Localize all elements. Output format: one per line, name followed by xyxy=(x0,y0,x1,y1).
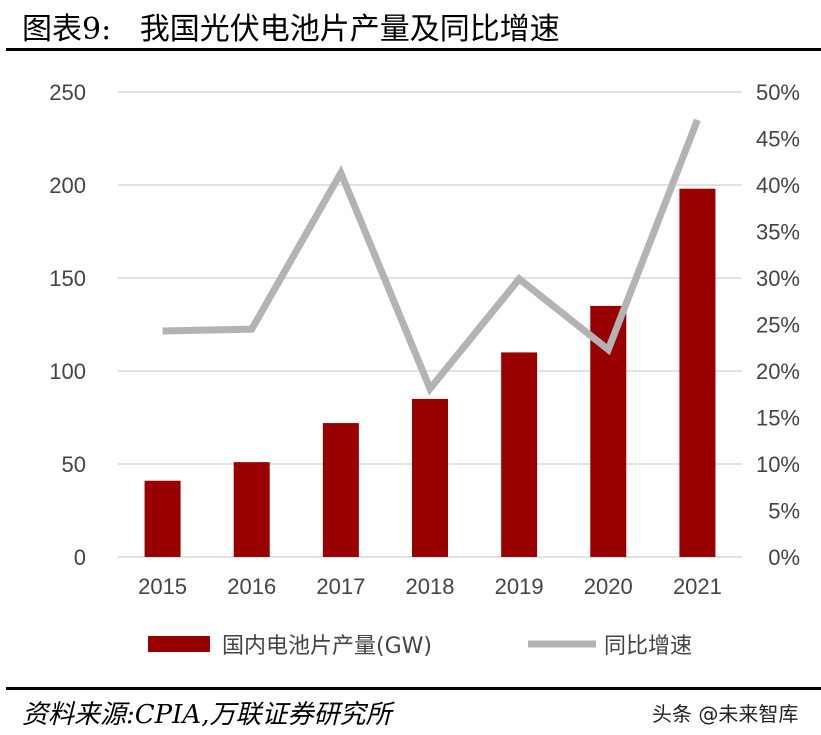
legend-swatch-bar xyxy=(148,636,210,652)
x-tick-label: 2020 xyxy=(584,574,633,599)
right-tick-label: 25% xyxy=(756,313,800,338)
right-tick-label: 15% xyxy=(756,406,800,431)
x-tick-label: 2015 xyxy=(138,574,187,599)
x-tick-label: 2019 xyxy=(495,574,544,599)
left-tick-label: 200 xyxy=(49,173,86,198)
source-note: 资料来源:CPIA,万联证券研究所 xyxy=(22,700,392,730)
x-tick-label: 2021 xyxy=(673,574,722,599)
right-tick-label: 45% xyxy=(756,127,800,152)
right-tick-label: 40% xyxy=(756,173,800,198)
chart: 0 50 100 150 200 250 0% 5% 10% 15% 20% 25% 30% 35% 40%… xyxy=(49,80,800,659)
legend-label-line: 同比增速 xyxy=(604,634,692,659)
x-tick-label: 2018 xyxy=(406,574,455,599)
divider xyxy=(6,48,821,51)
figure-title: 图表9: 我国光伏电池片产量及同比增速 xyxy=(22,12,560,47)
right-tick-label: 10% xyxy=(756,452,800,477)
left-tick-label: 150 xyxy=(49,266,86,291)
bar xyxy=(679,188,716,557)
bar xyxy=(501,352,538,557)
right-tick-label: 30% xyxy=(756,266,800,291)
right-tick-label: 35% xyxy=(756,220,800,245)
divider xyxy=(6,687,821,690)
left-tick-label: 0 xyxy=(74,545,86,570)
x-tick-label: 2017 xyxy=(316,574,365,599)
left-tick-label: 250 xyxy=(49,80,86,105)
bar xyxy=(144,480,181,557)
watermark: 头条 @未来智库 xyxy=(652,702,799,726)
bar xyxy=(322,423,359,557)
right-tick-label: 5% xyxy=(768,499,800,524)
legend-label-bar: 国内电池片产量(GW) xyxy=(222,634,432,659)
bar xyxy=(412,398,448,557)
right-tick-label: 0% xyxy=(768,545,800,570)
left-tick-label: 50 xyxy=(62,452,86,477)
growth-line xyxy=(162,118,701,396)
bar xyxy=(233,462,270,557)
x-tick-label: 2016 xyxy=(227,574,276,599)
right-tick-label: 50% xyxy=(756,80,800,105)
right-tick-label: 20% xyxy=(756,359,800,384)
left-tick-label: 100 xyxy=(49,359,86,384)
